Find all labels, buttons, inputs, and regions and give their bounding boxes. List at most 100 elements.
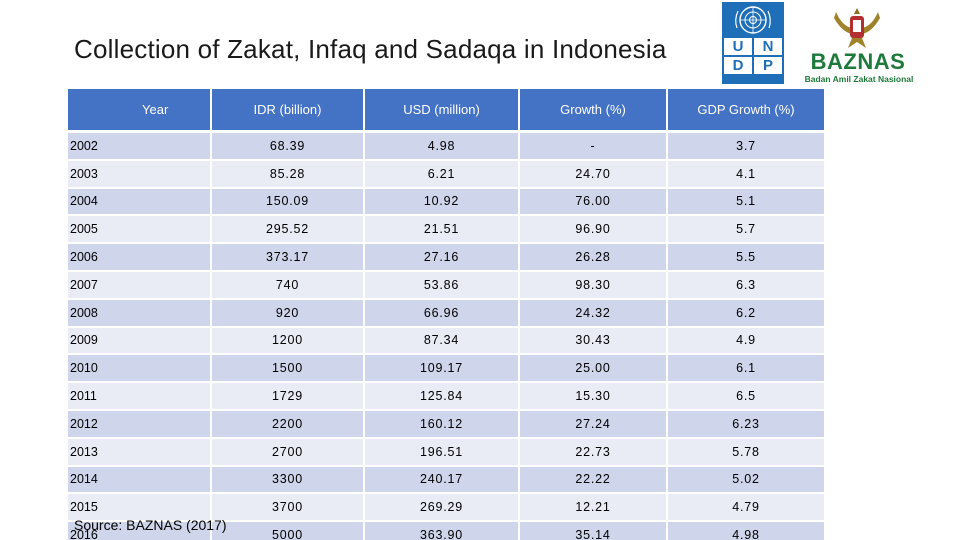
- table-cell: 1729: [212, 383, 365, 411]
- column-header-gdp-growth: GDP Growth (%): [668, 89, 824, 133]
- table-cell: 2008: [68, 299, 212, 328]
- table-cell: 6.21: [365, 160, 520, 189]
- table-cell: 25.00: [520, 355, 668, 384]
- table-cell: 4.1: [668, 160, 824, 189]
- table-cell: 68.39: [212, 133, 365, 161]
- table-cell: 21.51: [365, 216, 520, 245]
- table-cell: 6.3: [668, 271, 824, 300]
- table-cell: 2015: [68, 494, 212, 523]
- table-row: 2007 740 53.86 98.30 6.3: [68, 271, 824, 300]
- table-cell: 5.78: [668, 438, 824, 467]
- table-header-row: Year IDR (billion) USD (million) Growth …: [68, 89, 824, 133]
- table-row: 2005 295.52 21.51 96.90 5.7: [68, 216, 824, 245]
- table-cell: 2006: [68, 244, 212, 272]
- table-cell: 4.79: [668, 494, 824, 523]
- table-row: 2015 3700 269.29 12.21 4.79: [68, 494, 824, 523]
- table-cell: 150.09: [212, 188, 365, 217]
- table-row: 2010 1500 109.17 25.00 6.1: [68, 355, 824, 384]
- table-cell: 2010: [68, 355, 212, 384]
- table-cell: 85.28: [212, 160, 365, 189]
- table-cell: 22.73: [520, 438, 668, 467]
- table-cell: 2014: [68, 466, 212, 495]
- table-cell: 98.30: [520, 271, 668, 300]
- table-cell: 30.43: [520, 327, 668, 356]
- table-row: 2012 2200 160.12 27.24 6.23: [68, 410, 824, 439]
- table-cell: 87.34: [365, 327, 520, 356]
- column-header-growth: Growth (%): [520, 89, 668, 133]
- table-cell: 269.29: [365, 494, 520, 523]
- table-cell: 295.52: [212, 216, 365, 245]
- table-cell: 363.90: [365, 522, 520, 540]
- column-header-idr: IDR (billion): [212, 89, 365, 133]
- undp-letter: P: [754, 57, 782, 74]
- table-cell: 2011: [68, 383, 212, 411]
- table-cell: 4.9: [668, 327, 824, 356]
- column-header-usd: USD (million): [365, 89, 520, 133]
- table-row: 2002 68.39 4.98-3.7: [68, 133, 824, 161]
- table-cell: 2013: [68, 438, 212, 467]
- table-cell: 76.00: [520, 188, 668, 217]
- zakat-table-container: Year IDR (billion) USD (million) Growth …: [68, 89, 824, 540]
- table-cell: 24.32: [520, 299, 668, 328]
- table-cell: 2007: [68, 271, 212, 300]
- baznas-name: BAZNAS: [810, 49, 906, 74]
- undp-letter: D: [724, 57, 752, 74]
- table-cell: 5.02: [668, 466, 824, 495]
- table-cell: 109.17: [365, 355, 520, 384]
- table-cell: 2200: [212, 410, 365, 439]
- table-cell: 27.16: [365, 244, 520, 272]
- table-cell: 160.12: [365, 410, 520, 439]
- source-note: Source: BAZNAS (2017): [74, 517, 227, 533]
- table-cell: -: [520, 133, 668, 161]
- table-cell: 53.86: [365, 271, 520, 300]
- table-cell: 66.96: [365, 299, 520, 328]
- table-cell: 26.28: [520, 244, 668, 272]
- baznas-subtitle: Badan Amil Zakat Nasional: [804, 74, 914, 84]
- table-cell: 2002: [68, 133, 212, 161]
- table-row: 2013 2700 196.51 22.73 5.78: [68, 438, 824, 467]
- table-cell: 6.1: [668, 355, 824, 384]
- table-cell: 10.92: [365, 188, 520, 217]
- table-cell: 4.98: [668, 522, 824, 540]
- zakat-collection-table: Year IDR (billion) USD (million) Growth …: [68, 89, 824, 540]
- un-emblem-icon: [735, 6, 771, 34]
- undp-letter: N: [754, 38, 782, 55]
- table-row: 2003 85.28 6.21 24.70 4.1: [68, 160, 824, 189]
- table-cell: 740: [212, 271, 365, 300]
- table-cell: 3700: [212, 494, 365, 523]
- table-row: 2016 5000 363.90 35.14 4.98: [68, 522, 824, 540]
- table-cell: 1200: [212, 327, 365, 356]
- table-cell: 2005: [68, 216, 212, 245]
- table-cell: 2016: [68, 522, 212, 540]
- table-row: 2011 1729 125.84 15.30 6.5: [68, 383, 824, 411]
- table-cell: 2700: [212, 438, 365, 467]
- table-cell: 5.7: [668, 216, 824, 245]
- table-cell: 125.84: [365, 383, 520, 411]
- table-cell: 6.23: [668, 410, 824, 439]
- table-cell: 96.90: [520, 216, 668, 245]
- table-cell: 6.2: [668, 299, 824, 328]
- table-cell: 1500: [212, 355, 365, 384]
- table-cell: 3300: [212, 466, 365, 495]
- table-cell: 24.70: [520, 160, 668, 189]
- column-header-year: Year: [68, 89, 212, 133]
- table-cell: 6.5: [668, 383, 824, 411]
- table-cell: 4.98: [365, 133, 520, 161]
- table-row: 2008 920 66.96 24.32 6.2: [68, 299, 824, 328]
- table-body: 2002 68.39 4.98-3.7 2003 85.28 6.21 24.70 4.1 20…: [68, 133, 824, 540]
- page-title: Collection of Zakat, Infaq and Sadaqa in…: [74, 34, 667, 64]
- table-cell: 22.22: [520, 466, 668, 495]
- garuda-emblem-icon: [834, 8, 880, 48]
- table-cell: 373.17: [212, 244, 365, 272]
- table-row: 2014 3300 240.17 22.22 5.02: [68, 466, 824, 495]
- table-cell: 240.17: [365, 466, 520, 495]
- table-cell: 15.30: [520, 383, 668, 411]
- table-cell: 2003: [68, 160, 212, 189]
- undp-logo: U N D P: [722, 2, 784, 84]
- table-cell: 5.5: [668, 244, 824, 272]
- table-cell: 2004: [68, 188, 212, 217]
- table-cell: 2009: [68, 327, 212, 356]
- table-cell: 3.7: [668, 133, 824, 161]
- table-row: 2006 373.17 27.16 26.28 5.5: [68, 244, 824, 272]
- table-cell: 12.21: [520, 494, 668, 523]
